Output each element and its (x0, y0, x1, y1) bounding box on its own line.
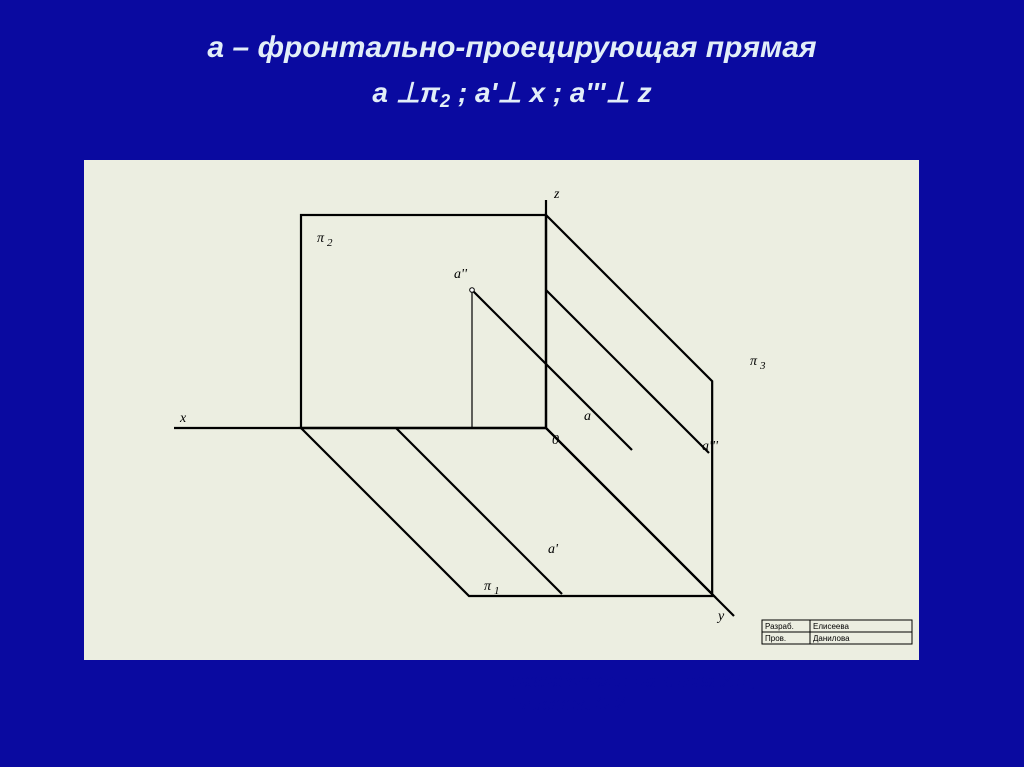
svg-text:a''': a''' (702, 439, 719, 454)
t2-x: x ; а''' (522, 77, 606, 108)
svg-text:x: x (179, 411, 187, 426)
svg-text:π: π (484, 579, 492, 594)
footer-line-2: Елисеева О.И. (510, 693, 757, 716)
footer-credit: разработали: Данилова У.Б., Елисеева О.И… (510, 670, 757, 717)
svg-text:1: 1 (494, 585, 500, 597)
slide-title: а – фронтально-проецирующая прямая а ⊥π2… (0, 28, 1024, 112)
perp-icon: ⊥ (396, 77, 420, 108)
diagram-canvas: π2π1π3xzy0a''aa'a'''Разраб.ЕлисееваПров.… (84, 160, 919, 660)
svg-text:π: π (317, 231, 325, 246)
t2-sep1: ; а' (450, 77, 497, 108)
projection-diagram: π2π1π3xzy0a''aa'a'''Разраб.ЕлисееваПров.… (84, 160, 919, 660)
svg-text:a': a' (548, 542, 559, 557)
sub-2: 2 (440, 91, 450, 111)
svg-text:Елисеева: Елисеева (813, 622, 850, 631)
svg-text:3: 3 (759, 360, 766, 372)
svg-text:2: 2 (327, 237, 333, 249)
perp-icon: ⊥ (605, 77, 629, 108)
title-line-2: а ⊥π2 ; а'⊥ x ; а'''⊥ z (0, 73, 1024, 112)
svg-text:y: y (716, 609, 725, 624)
svg-text:Данилова: Данилова (813, 634, 850, 643)
pi-symbol: π (420, 77, 440, 108)
svg-text:a: a (584, 409, 591, 424)
t2-a: а (372, 77, 395, 108)
svg-text:π: π (750, 354, 758, 369)
svg-text:0: 0 (552, 433, 559, 448)
perp-icon: ⊥ (497, 77, 521, 108)
t2-z: z (630, 77, 652, 108)
svg-text:Пров.: Пров. (765, 634, 786, 643)
svg-text:a'': a'' (454, 267, 468, 282)
title-line-1: а – фронтально-проецирующая прямая (0, 28, 1024, 67)
footer-line-1: разработали: Данилова У.Б., (510, 670, 757, 693)
svg-text:Разраб.: Разраб. (765, 622, 794, 631)
slide-root: а – фронтально-проецирующая прямая а ⊥π2… (0, 0, 1024, 767)
svg-text:z: z (553, 187, 560, 202)
